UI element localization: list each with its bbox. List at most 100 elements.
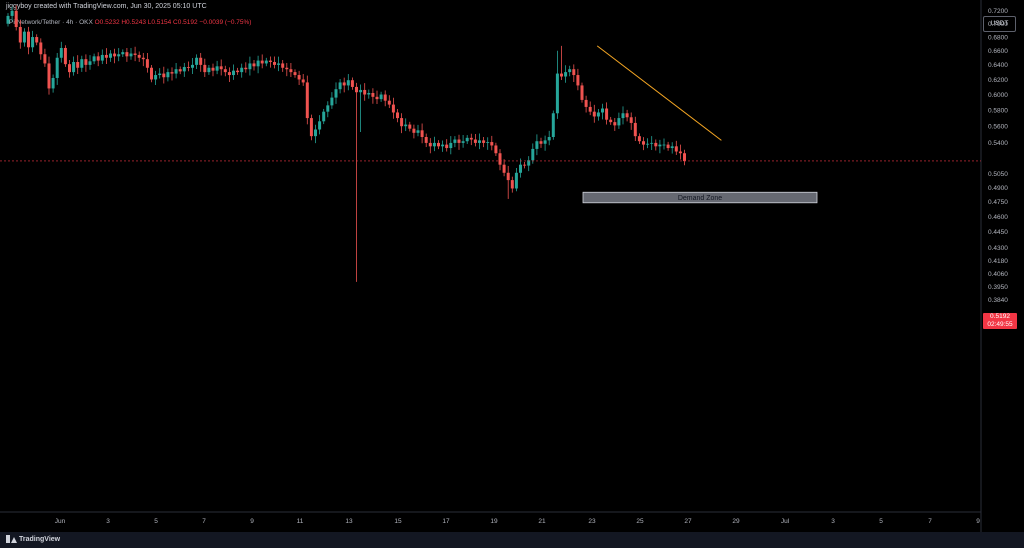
candle-body — [469, 137, 473, 140]
x-tick-label: 7 — [202, 518, 206, 525]
candle-body — [342, 82, 346, 86]
candle-body — [473, 139, 477, 143]
candle-body — [51, 77, 55, 89]
x-tick-label: 3 — [106, 518, 110, 525]
last-price-tag: 0.5192 02:49:55 — [983, 313, 1017, 329]
candle-body — [560, 73, 563, 77]
candle-body — [227, 72, 231, 76]
y-tick-label: 0.4900 — [988, 185, 1008, 192]
candle-body — [531, 148, 535, 161]
candle-body — [678, 151, 682, 154]
candle-body — [506, 172, 510, 181]
candle-body — [535, 141, 539, 149]
candle-body — [166, 72, 170, 78]
candle-body — [404, 124, 408, 127]
candle-body — [223, 69, 227, 73]
candle-body — [96, 56, 100, 61]
candle-body — [646, 143, 650, 145]
y-tick-label: 0.6400 — [988, 62, 1008, 69]
candle-body — [117, 54, 121, 57]
candle-body — [59, 47, 63, 58]
candle-body — [260, 60, 264, 64]
y-tick-label: 0.6000 — [988, 92, 1008, 99]
candle-body — [523, 164, 527, 166]
x-tick-label: 3 — [831, 518, 835, 525]
candle-body — [424, 136, 428, 143]
candle-body — [297, 75, 301, 80]
candle-body — [76, 62, 80, 68]
candle-body — [564, 72, 568, 77]
candle-body — [289, 69, 293, 73]
candle-body — [465, 137, 469, 142]
candle-body — [186, 67, 190, 68]
candle-body — [285, 67, 289, 70]
candle-body — [104, 54, 108, 58]
candle-body — [449, 142, 453, 149]
candle-body — [10, 10, 14, 16]
candle-body — [22, 31, 26, 43]
descending-trendline — [596, 45, 722, 141]
tradingview-logo[interactable]: TradingView — [6, 535, 60, 543]
candle-body — [592, 111, 596, 117]
candle-body — [293, 72, 297, 76]
last-price-value: 0.5192 — [990, 313, 1010, 320]
candle-body — [650, 142, 654, 144]
candle-body — [174, 69, 178, 74]
candle-body — [416, 130, 420, 133]
candle-body — [182, 67, 186, 72]
candle-body — [39, 42, 43, 55]
candle-body — [170, 72, 174, 74]
symbol-name[interactable]: Pi Network/Tether · 4h · OKX — [9, 19, 93, 26]
candle-body — [379, 94, 383, 100]
currency-button[interactable]: USDT — [983, 16, 1016, 32]
candle-body — [666, 144, 670, 149]
candle-body — [387, 100, 391, 105]
candle-body — [605, 108, 609, 120]
candle-body — [244, 67, 248, 70]
x-tick-label: 17 — [442, 518, 450, 525]
candle-body — [113, 53, 117, 57]
candle-body — [568, 69, 572, 73]
candle-body — [145, 59, 149, 68]
author-credit: jiggyboy created with TradingView.com, J… — [6, 3, 207, 10]
y-tick-label: 0.4060 — [988, 271, 1008, 278]
y-tick-label: 0.3840 — [988, 297, 1008, 304]
candle-body — [84, 59, 88, 65]
candle-body — [215, 66, 219, 71]
candle-body — [150, 67, 153, 80]
bar-countdown: 02:49:55 — [987, 321, 1013, 328]
candle-body — [158, 73, 162, 76]
candle-body — [232, 70, 235, 76]
candle-body — [281, 63, 285, 68]
candle-body — [637, 136, 641, 142]
candle-body — [137, 54, 141, 58]
y-tick-label: 0.5600 — [988, 124, 1008, 131]
y-tick-label: 0.4180 — [988, 258, 1008, 265]
x-tick-label: Jul — [781, 518, 790, 525]
tradingview-logo-icon — [6, 535, 17, 543]
candle-body — [621, 113, 625, 119]
candle-body — [334, 89, 338, 98]
candle-body — [498, 153, 502, 165]
candle-body — [625, 113, 629, 118]
candle-body — [400, 118, 404, 127]
candle-body — [662, 144, 666, 146]
candle-body — [273, 62, 276, 65]
candle-body — [31, 37, 35, 48]
candle-body — [629, 117, 633, 123]
x-tick-label: Jun — [55, 518, 66, 525]
ohlc-values: O0.5232 H0.5243 L0.5154 C0.5192 −0.0039 … — [94, 19, 252, 26]
candle-body — [482, 140, 486, 143]
candle-body — [371, 92, 375, 97]
candle-body — [683, 153, 686, 162]
y-tick-label: 0.3950 — [988, 284, 1008, 291]
candle-body — [88, 61, 92, 65]
candle-body — [654, 142, 658, 147]
candle-body — [437, 142, 440, 147]
candle-body — [252, 63, 256, 67]
x-tick-label: 7 — [928, 518, 932, 525]
candle-body — [432, 142, 436, 147]
candle-body — [363, 89, 367, 95]
candle-body — [396, 112, 399, 119]
